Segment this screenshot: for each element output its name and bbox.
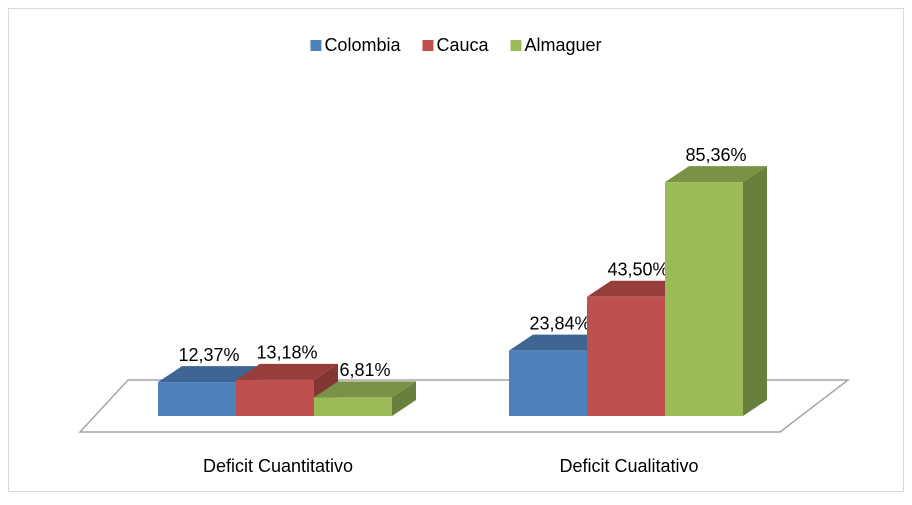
legend-label: Almaguer: [525, 35, 602, 55]
bar-top: [509, 334, 611, 351]
bar-top: [587, 280, 689, 297]
bar-front: [665, 182, 743, 416]
bar-top: [158, 366, 260, 383]
bar-front: [236, 379, 314, 416]
x-tick-label: Deficit Cuantitativo: [203, 456, 353, 476]
bar-front: [314, 397, 392, 416]
bar-side: [743, 166, 767, 416]
bar: [314, 381, 416, 416]
bar-front: [158, 382, 236, 416]
bar-front: [587, 296, 665, 416]
bar-top: [314, 381, 416, 398]
legend-swatch: [310, 40, 322, 51]
data-label: 12,37%: [178, 345, 239, 365]
data-label: 23,84%: [529, 313, 590, 333]
legend-swatch: [510, 40, 522, 51]
legend-swatch: [422, 40, 434, 51]
bar-front: [509, 350, 587, 416]
bar: [665, 166, 767, 416]
legend-label: Colombia: [324, 35, 401, 55]
data-label: 6,81%: [339, 360, 390, 380]
bar-top: [665, 166, 767, 183]
legend-label: Cauca: [436, 35, 489, 55]
x-tick-label: Deficit Cualitativo: [559, 456, 698, 476]
bar-top: [236, 363, 338, 380]
data-label: 13,18%: [256, 343, 317, 363]
data-label: 85,36%: [685, 145, 746, 165]
data-label: 43,50%: [607, 260, 668, 280]
bar-side: [392, 381, 416, 416]
